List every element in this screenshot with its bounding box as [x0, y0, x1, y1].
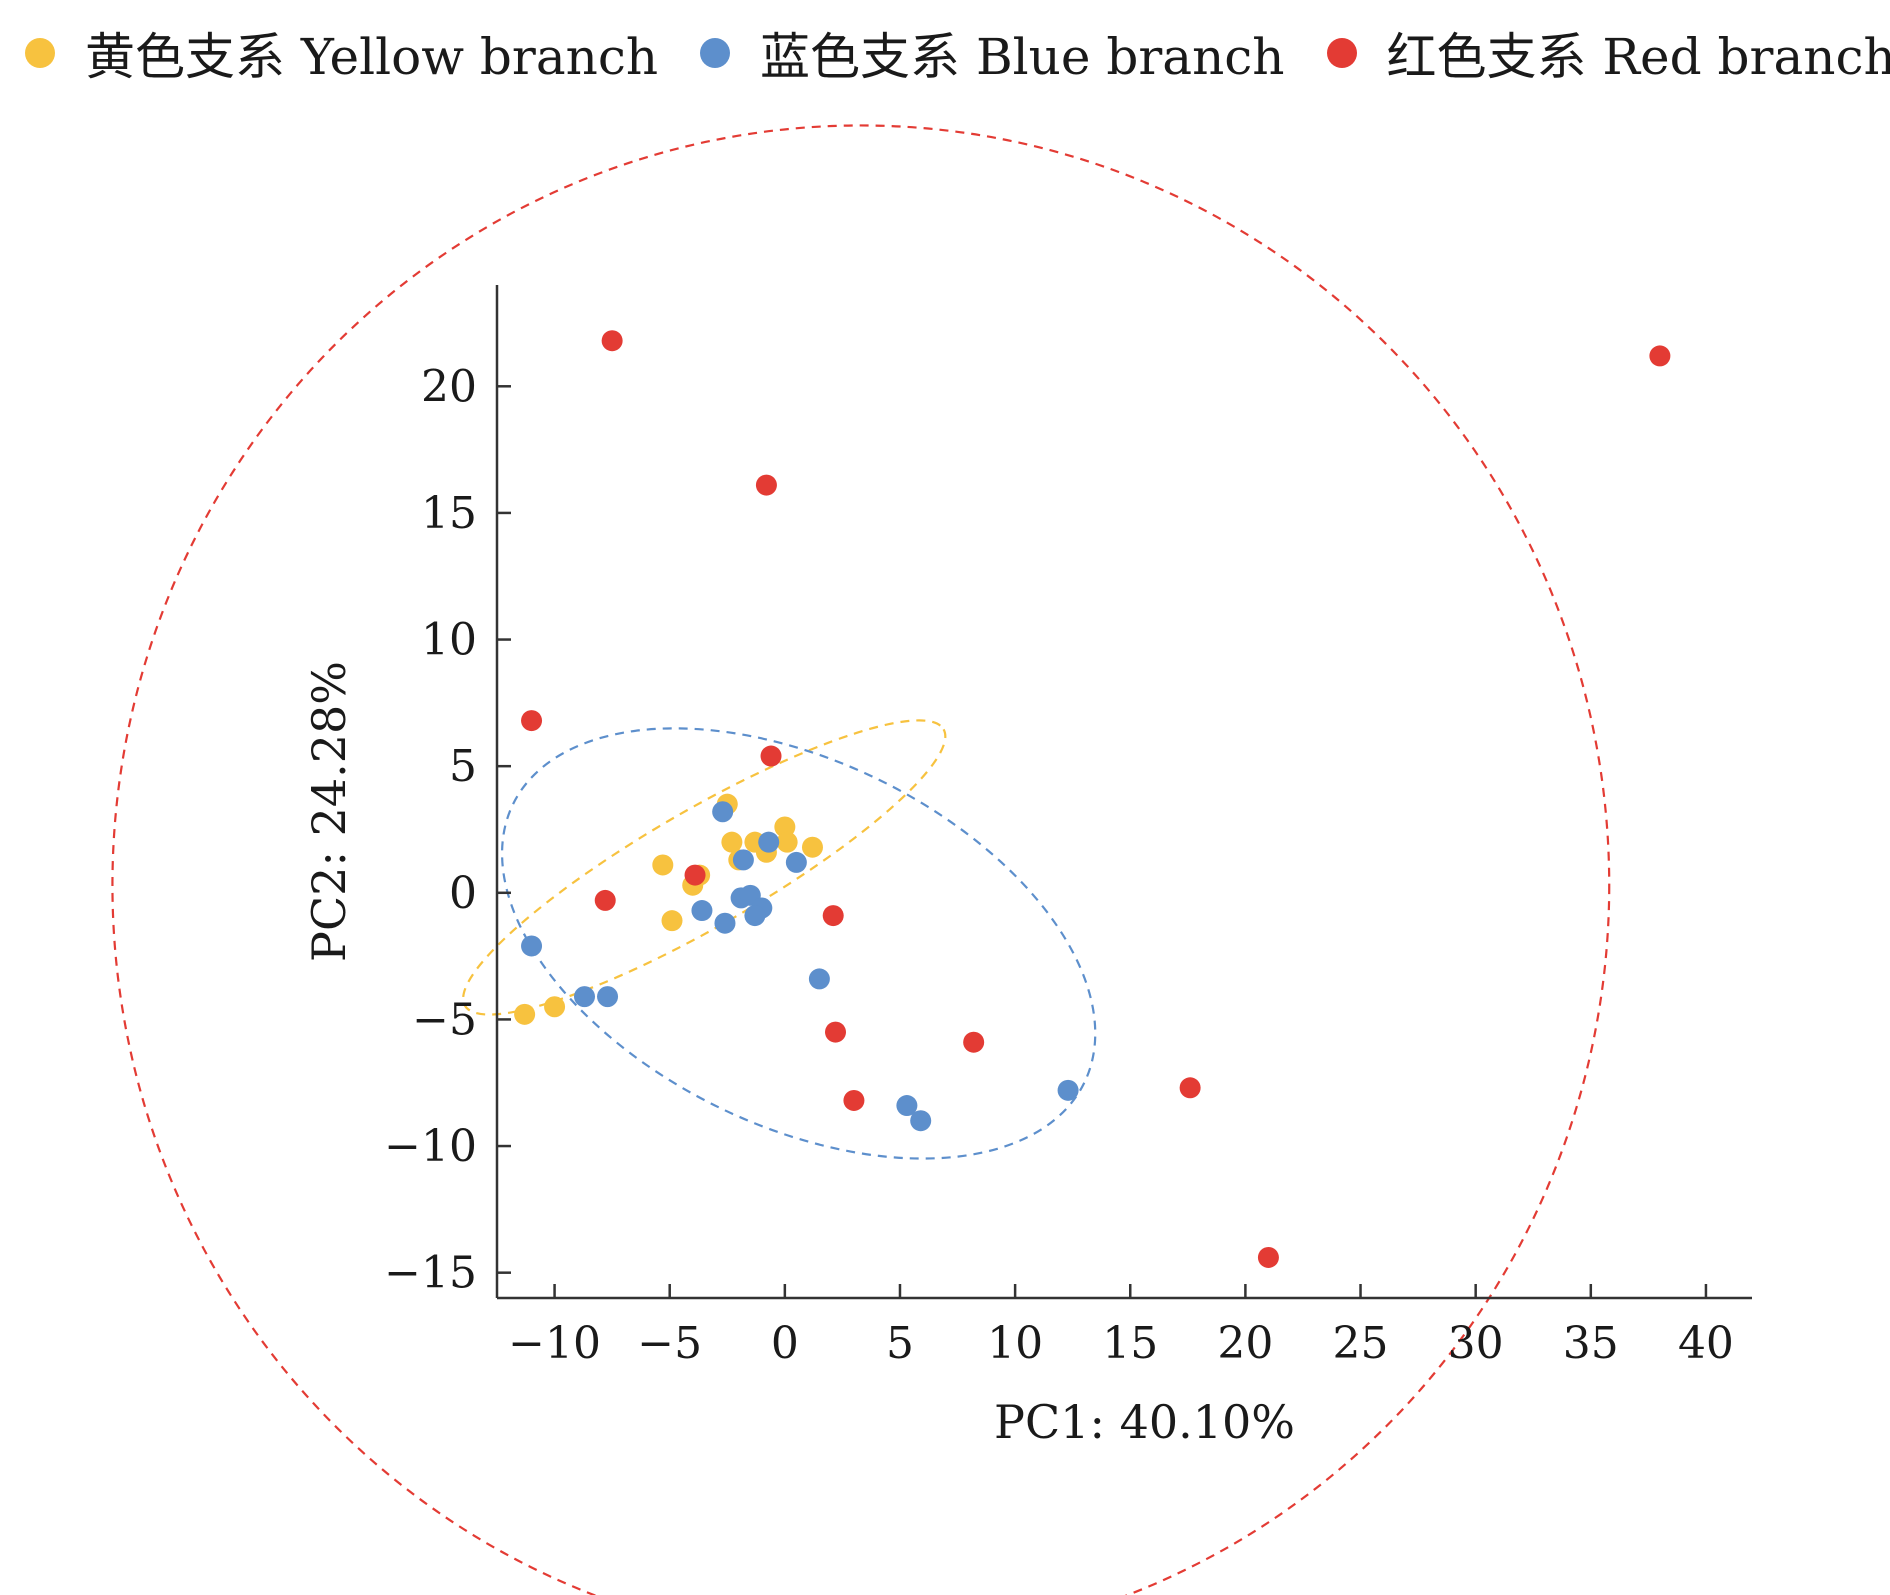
x-tick-label: 35	[1563, 1318, 1619, 1369]
legend-marker-red	[1326, 38, 1357, 68]
data-point-blue	[744, 905, 766, 927]
data-point-yellow	[801, 836, 823, 858]
data-points	[514, 330, 1671, 1268]
y-tick-label: 10	[421, 615, 477, 666]
x-tick-label: −5	[637, 1318, 702, 1369]
x-tick-label: 15	[1102, 1318, 1158, 1369]
data-point-yellow	[544, 996, 566, 1018]
data-point-red	[963, 1031, 985, 1053]
chart-legend: 黄色支系 Yellow branch 蓝色支系 Blue branch 红色支系…	[25, 17, 1890, 89]
data-point-blue	[691, 900, 713, 922]
data-point-red	[760, 745, 782, 767]
x-axis-title: PC1: 40.10%	[994, 1395, 1295, 1449]
y-tick-label: 0	[449, 868, 477, 919]
x-tick-label: 25	[1333, 1318, 1389, 1369]
x-tick-label: 10	[987, 1318, 1043, 1369]
data-point-red	[1179, 1077, 1201, 1099]
legend-item-blue-branch: 蓝色支系 Blue branch	[700, 17, 1285, 89]
data-point-yellow	[661, 910, 683, 932]
data-point-yellow	[652, 854, 674, 876]
y-axis-title: PC2: 24.28%	[302, 661, 356, 962]
data-point-blue	[521, 935, 543, 957]
data-point-red	[822, 905, 844, 927]
data-point-red	[684, 864, 706, 886]
data-point-blue	[785, 851, 807, 873]
x-tick-label: 20	[1217, 1318, 1273, 1369]
data-point-blue	[808, 968, 830, 990]
data-point-red	[825, 1021, 847, 1043]
data-point-blue	[574, 986, 596, 1008]
data-point-red	[594, 889, 616, 911]
legend-label-red: 红色支系 Red branch	[1386, 28, 1890, 86]
legend-marker-blue	[700, 38, 731, 68]
data-point-red	[601, 330, 623, 352]
axes	[495, 285, 1752, 1300]
y-tick-label: 5	[449, 741, 477, 792]
data-point-yellow	[721, 831, 743, 853]
y-tick-label: 20	[421, 361, 477, 412]
axis-ticks: −10 −5 0 5 10 15 20 25 30 35 40 20 15 10 5 0 −5 −10 −15	[384, 361, 1734, 1369]
data-point-blue	[758, 831, 780, 853]
legend-item-red-branch: 红色支系 Red branch	[1326, 17, 1890, 89]
x-tick-label: 40	[1678, 1318, 1734, 1369]
y-tick-label: −10	[384, 1121, 477, 1172]
data-point-red	[755, 474, 777, 496]
y-tick-label: 15	[421, 488, 477, 539]
y-tick-label: −5	[412, 994, 477, 1045]
data-point-blue	[910, 1110, 932, 1132]
x-tick-label: 0	[771, 1318, 799, 1369]
data-point-yellow	[514, 1003, 536, 1025]
data-point-blue	[1057, 1079, 1079, 1101]
data-point-blue	[712, 801, 734, 823]
confidence-ellipse-red	[111, 124, 1611, 1595]
data-point-blue	[896, 1095, 918, 1117]
y-tick-label: −15	[384, 1248, 477, 1299]
data-point-red	[843, 1089, 865, 1111]
data-point-blue	[732, 849, 754, 871]
legend-marker-yellow	[25, 38, 55, 68]
x-tick-label: −10	[508, 1318, 601, 1369]
data-point-red	[1257, 1246, 1279, 1268]
legend-label-blue: 蓝色支系 Blue branch	[760, 28, 1285, 86]
data-point-blue	[597, 986, 619, 1008]
data-point-yellow	[776, 831, 798, 853]
legend-item-yellow-branch: 黄色支系 Yellow branch	[25, 17, 658, 89]
x-tick-label: 30	[1448, 1318, 1504, 1369]
legend-label-yellow: 黄色支系 Yellow branch	[85, 28, 659, 86]
data-point-blue	[714, 912, 736, 934]
x-tick-label: 5	[886, 1318, 914, 1369]
data-point-red	[1649, 345, 1671, 367]
data-point-red	[521, 710, 543, 732]
confidence-ellipse-blue	[500, 727, 1097, 1160]
